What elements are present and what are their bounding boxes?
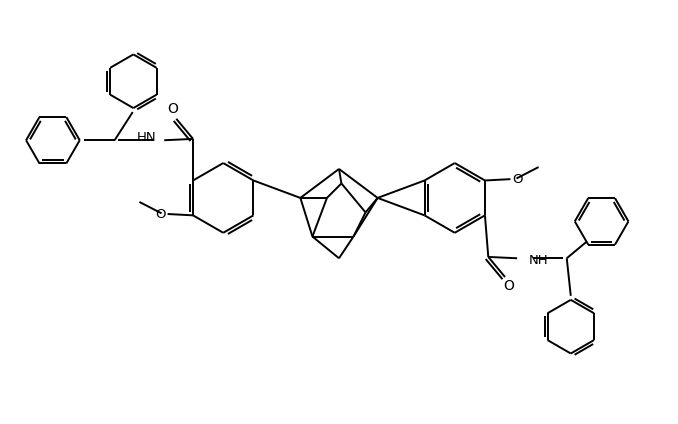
- Text: O: O: [167, 103, 178, 117]
- Text: O: O: [513, 173, 523, 186]
- Text: HN: HN: [136, 131, 156, 144]
- Text: NH: NH: [529, 254, 548, 268]
- Text: O: O: [155, 207, 165, 220]
- Text: O: O: [503, 279, 514, 293]
